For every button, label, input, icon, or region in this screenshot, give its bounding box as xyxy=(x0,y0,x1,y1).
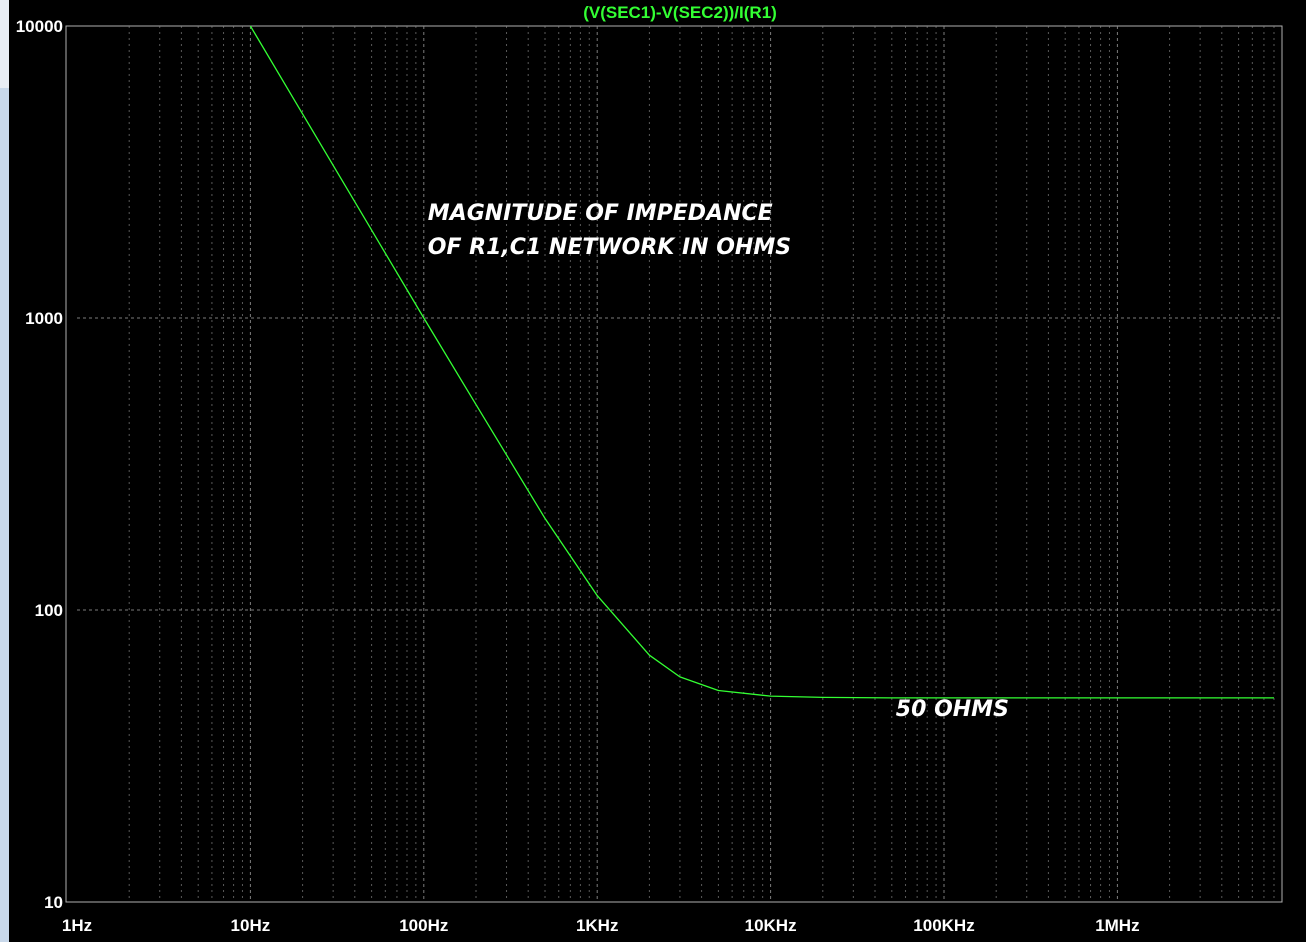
grid-lines xyxy=(77,26,1282,902)
annotation-text: MAGNITUDE OF IMPEDANCE OF R1,C1 NETWORK I… xyxy=(428,201,791,260)
annotation-line: OF R1,C1 NETWORK IN OHMS xyxy=(428,235,791,260)
x-tick-label: 1MHz xyxy=(1095,916,1139,935)
traces xyxy=(249,25,1274,699)
scroll-thumb[interactable] xyxy=(0,0,9,88)
x-axis-labels: 1Hz 10Hz 100Hz 1KHz 10KHz 100KHz 1MHz xyxy=(62,916,1140,935)
plot-frame xyxy=(65,25,1283,903)
x-tick-label: 1Hz xyxy=(62,916,92,935)
y-tick-label: 1000 xyxy=(25,309,63,328)
annotation-text: 50 OHMS xyxy=(896,697,1009,722)
annotation-line: 50 OHMS xyxy=(896,697,1009,722)
y-tick-label: 100 xyxy=(35,601,63,620)
impedance-trace xyxy=(249,25,1274,699)
trace-title[interactable]: (V(SEC1)-V(SEC2))/I(R1) xyxy=(583,3,777,22)
x-tick-label: 100Hz xyxy=(399,916,448,935)
x-tick-label: 1KHz xyxy=(576,916,619,935)
x-tick-label: 10KHz xyxy=(745,916,797,935)
x-tick-label: 10Hz xyxy=(231,916,271,935)
x-tick-label: 100KHz xyxy=(913,916,974,935)
window-left-border xyxy=(0,0,9,942)
annotation-line: MAGNITUDE OF IMPEDANCE xyxy=(428,201,773,226)
y-tick-label: 10000 xyxy=(16,17,63,36)
annotations: MAGNITUDE OF IMPEDANCE OF R1,C1 NETWORK I… xyxy=(428,201,1009,722)
y-axis-labels: 10 100 1000 10000 xyxy=(16,17,63,912)
y-tick-label: 10 xyxy=(44,893,63,912)
